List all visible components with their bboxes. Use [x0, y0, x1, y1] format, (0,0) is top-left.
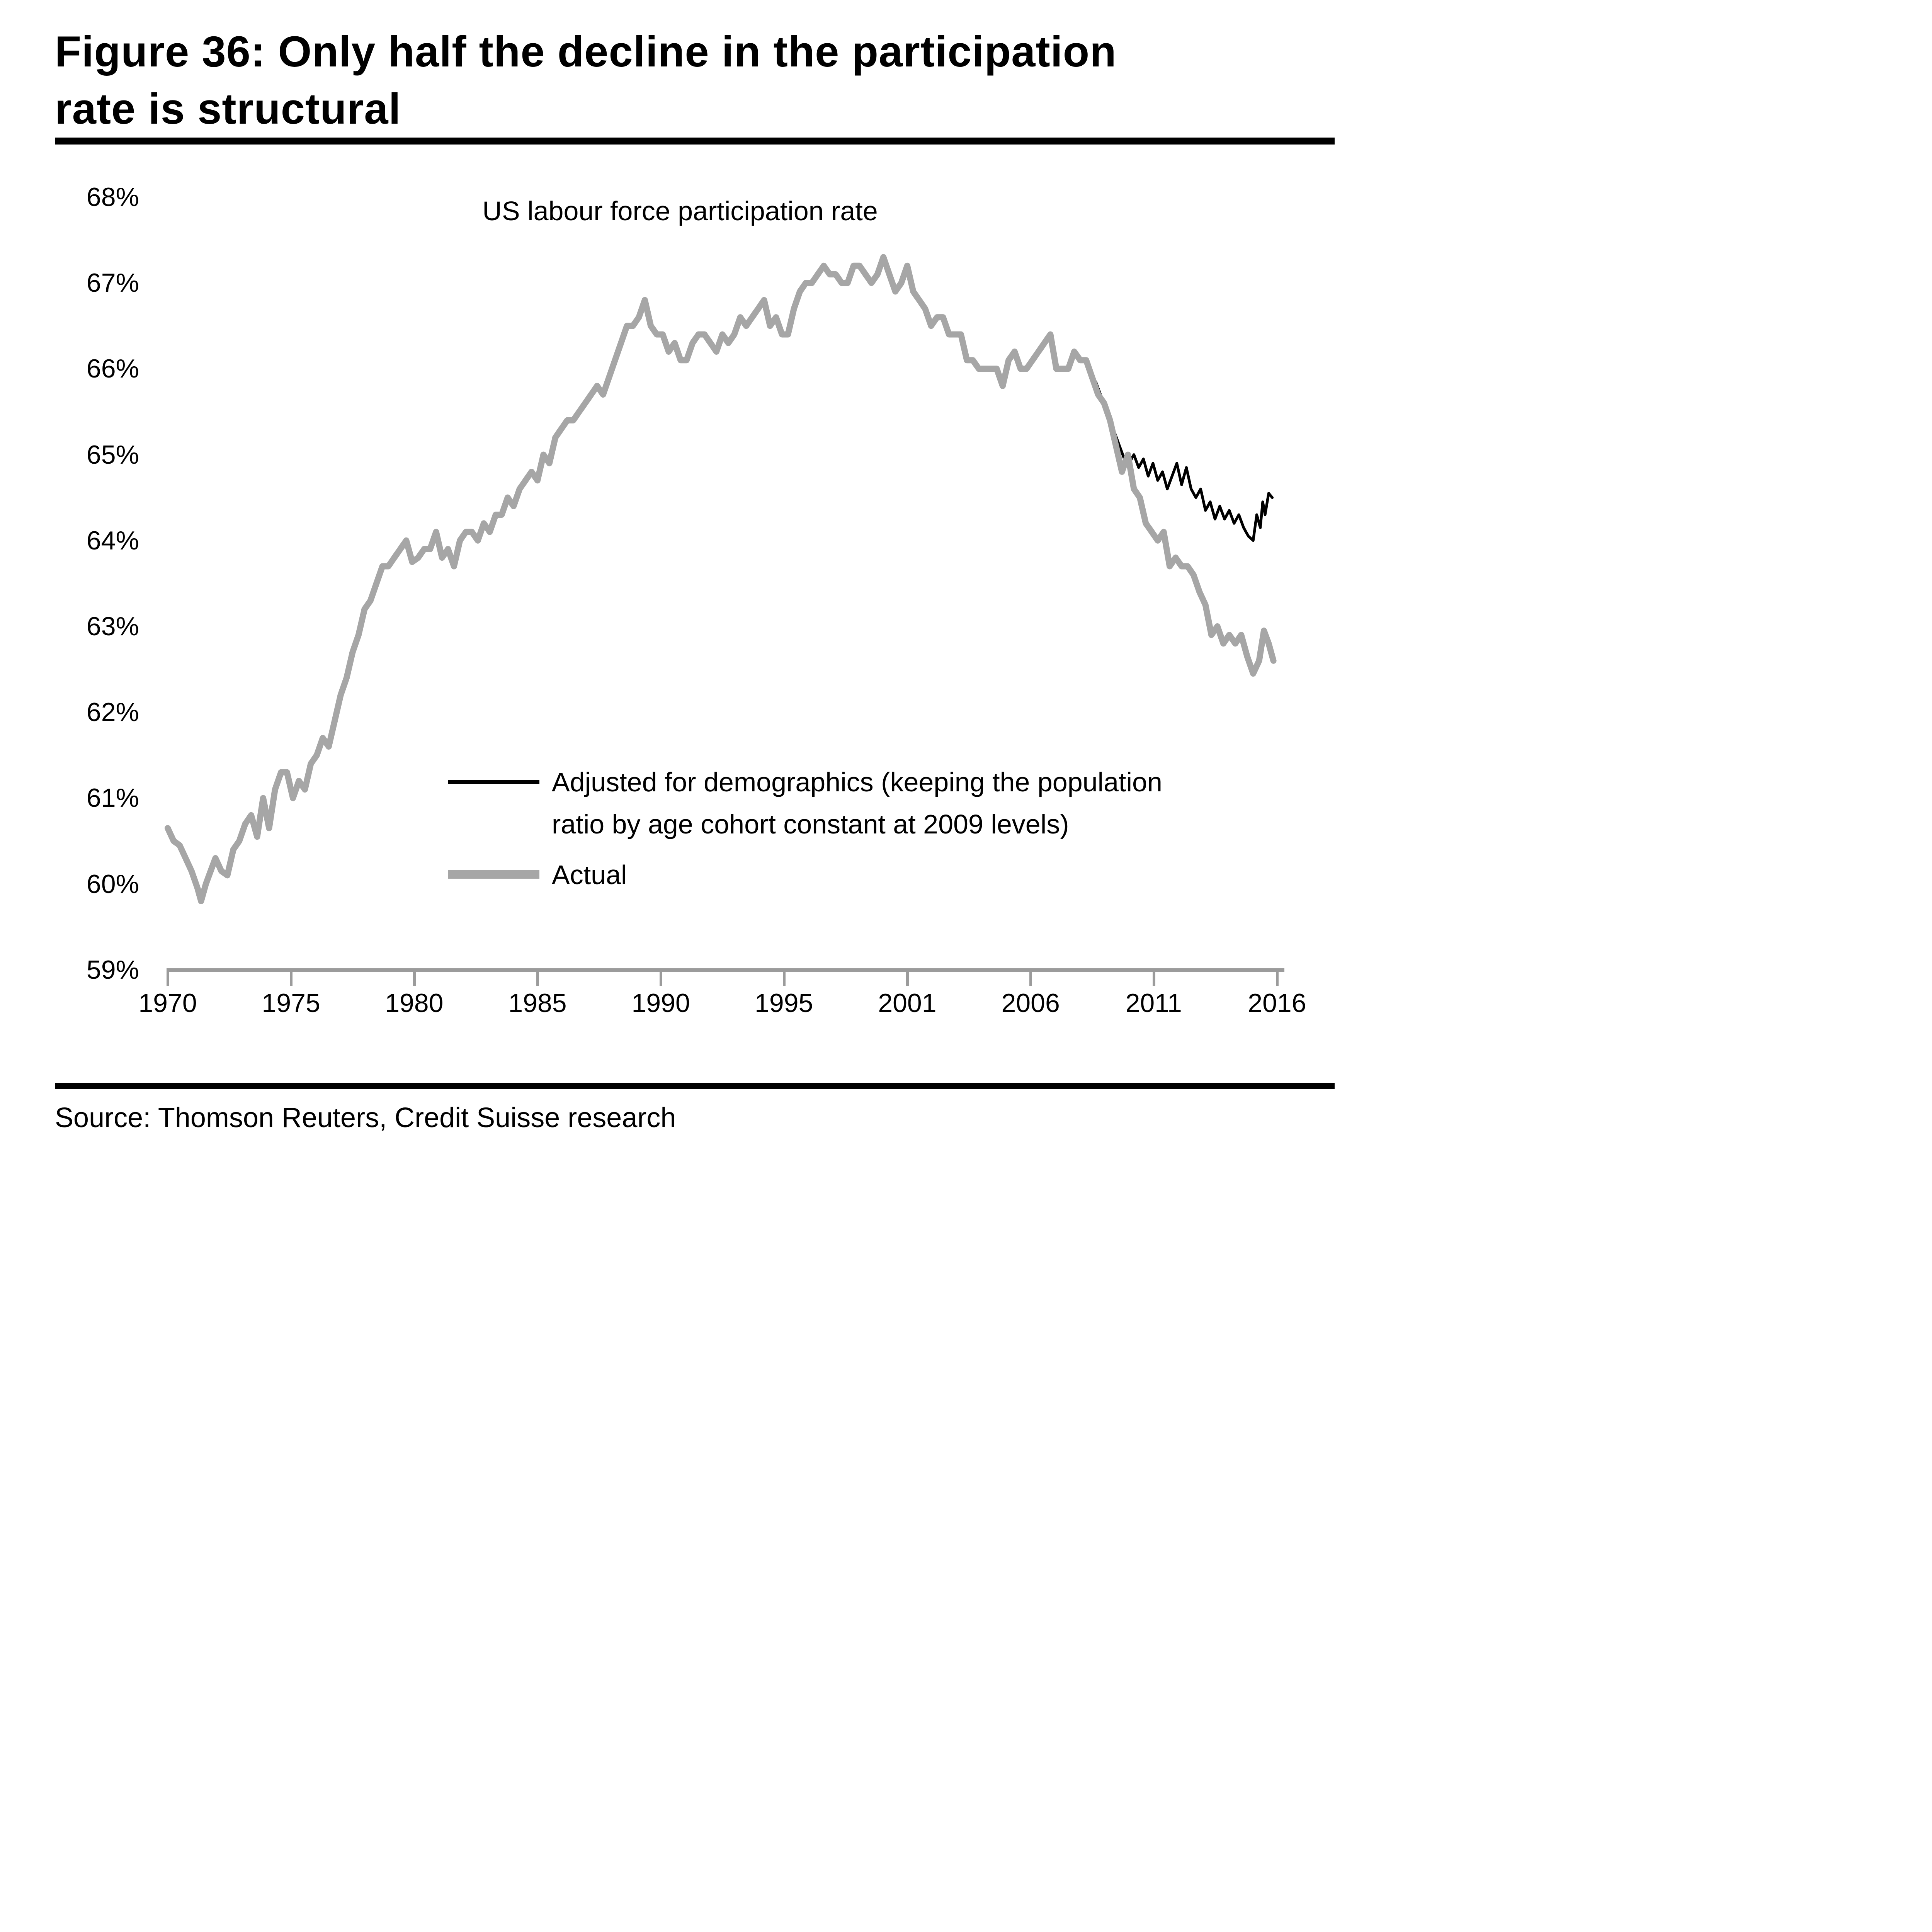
x-tick-mark-2006	[1029, 968, 1032, 986]
y-tick-label-65: 65%	[86, 440, 139, 469]
x-tick-label-2016: 2016	[1248, 988, 1306, 1018]
chart-title: US labour force participation rate	[482, 196, 878, 226]
legend-label-adjusted-line1: Adjusted for demographics (keeping the p…	[552, 767, 1162, 797]
x-tick-label-1995: 1995	[755, 988, 813, 1018]
figure-title-line2: rate is structural	[55, 85, 401, 133]
x-tick-label-1980: 1980	[385, 988, 444, 1018]
x-tick-mark-1990	[660, 968, 663, 986]
x-tick-mark-1995	[782, 968, 786, 986]
bottom-separator-rule	[55, 1083, 1335, 1089]
x-tick-mark-1970	[167, 968, 169, 986]
y-tick-label-61: 61%	[86, 783, 139, 813]
y-tick-label-68: 68%	[86, 182, 139, 212]
x-tick-label-2011: 2011	[1125, 988, 1182, 1018]
x-tick-mark-1975	[290, 968, 293, 986]
y-tick-label-64: 64%	[86, 526, 139, 555]
source-line: Source: Thomson Reuters, Credit Suisse r…	[55, 1102, 676, 1133]
x-tick-label-1985: 1985	[508, 988, 567, 1018]
figure-title: Figure 36: Only half the decline in the …	[55, 23, 1117, 138]
series-line-actual	[165, 254, 1277, 904]
x-tick-mark-1985	[536, 968, 539, 986]
title-underline-rule	[55, 138, 1335, 145]
x-axis-line	[167, 968, 1284, 972]
legend-swatch-adjusted-line	[448, 780, 539, 784]
y-tick-label-60: 60%	[86, 869, 139, 899]
y-tick-label-63: 63%	[86, 612, 139, 641]
legend-swatch-actual-line	[448, 870, 539, 879]
legend-label-actual: Actual	[552, 860, 627, 890]
figure-title-line1: Figure 36: Only half the decline in the …	[55, 27, 1117, 76]
legend-label-adjusted-line2: ratio by age cohort constant at 2009 lev…	[552, 809, 1069, 839]
x-tick-label-1970: 1970	[138, 988, 197, 1018]
x-tick-mark-2001	[906, 968, 909, 986]
x-tick-label-2006: 2006	[1001, 988, 1060, 1018]
x-tick-mark-1980	[413, 968, 416, 986]
x-tick-mark-2016	[1276, 968, 1279, 986]
x-tick-mark-2011	[1152, 968, 1155, 986]
y-tick-label-66: 66%	[86, 354, 139, 384]
y-tick-label-59: 59%	[86, 955, 139, 985]
x-tick-label-1990: 1990	[631, 988, 690, 1018]
plot-area	[165, 254, 1277, 904]
x-tick-label-1975: 1975	[262, 988, 320, 1018]
y-tick-label-62: 62%	[86, 697, 139, 727]
y-tick-label-67: 67%	[86, 268, 139, 298]
x-tick-label-2001: 2001	[878, 988, 937, 1018]
